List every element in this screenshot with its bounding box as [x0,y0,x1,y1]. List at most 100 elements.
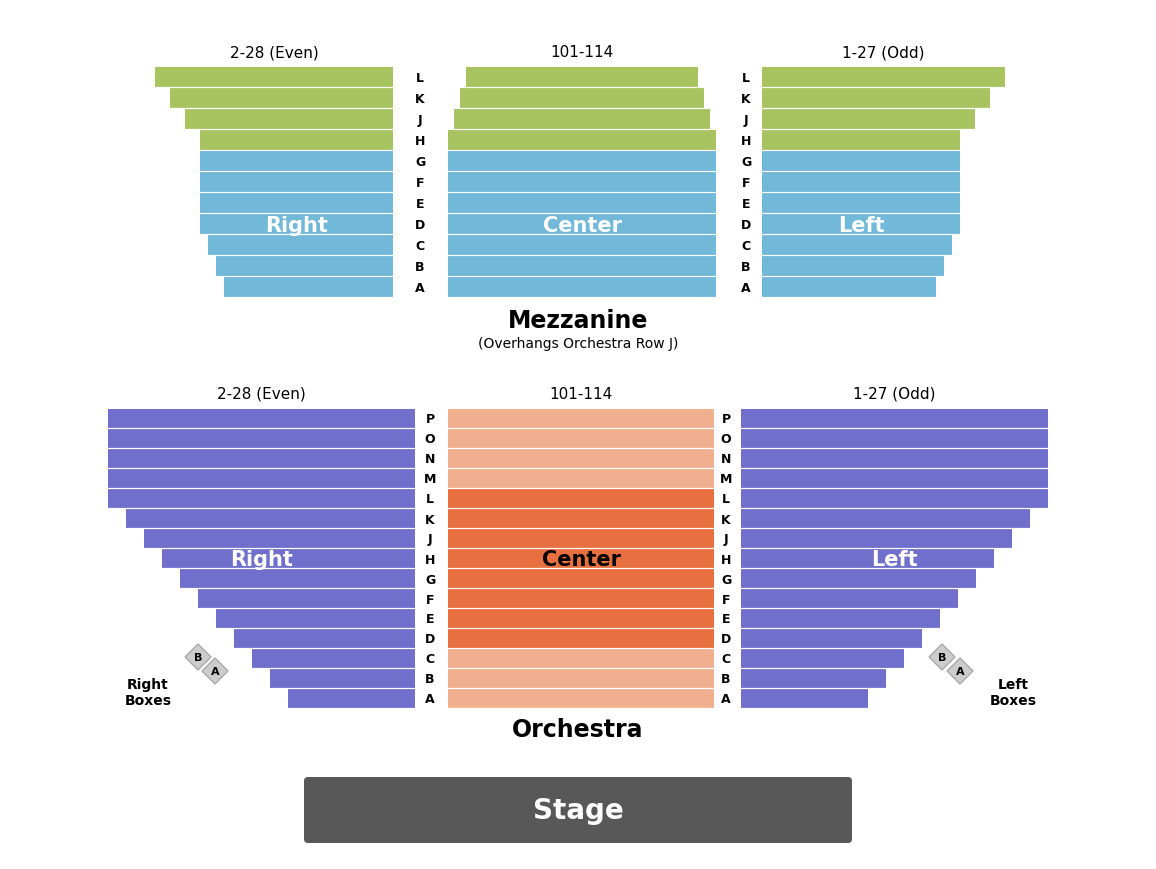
Bar [762,173,959,193]
Bar [449,469,714,488]
Text: E: E [742,198,750,211]
Bar [449,409,714,428]
Text: (Overhangs Orchestra Row J): (Overhangs Orchestra Row J) [477,336,679,350]
Bar [108,429,415,448]
Bar [741,469,1048,488]
Bar [454,109,710,129]
Bar [449,131,716,151]
Bar [108,469,415,488]
Bar [449,173,716,193]
Text: Mezzanine: Mezzanine [507,308,649,333]
Bar [449,689,714,708]
Bar [449,235,716,255]
Text: L: L [742,72,750,85]
Text: A: A [210,667,220,676]
Text: B: B [425,673,435,686]
Text: 1-27 (Odd): 1-27 (Odd) [843,45,925,60]
Bar [741,549,994,568]
Text: B: B [194,653,202,662]
Text: J: J [743,114,748,127]
Text: 101-114: 101-114 [549,387,613,401]
Bar [741,529,1012,548]
Bar [208,235,393,255]
Text: Right: Right [265,216,328,235]
Text: C: C [425,653,435,666]
Text: P: P [721,413,731,426]
Text: C: C [721,653,731,666]
Bar [200,173,393,193]
Bar [449,529,714,548]
Bar [180,569,415,588]
Bar [741,689,868,708]
Bar [762,278,936,298]
Text: Left: Left [838,216,884,235]
Text: Center: Center [541,549,621,569]
Bar [234,629,415,648]
Text: N: N [424,453,435,466]
Bar [741,649,904,668]
Text: E: E [425,613,435,626]
Bar [741,569,976,588]
Text: D: D [741,219,751,232]
Bar [200,194,393,214]
Bar [466,68,698,88]
Text: B: B [721,673,731,686]
Text: P: P [425,413,435,426]
Bar [449,194,716,214]
Text: Right: Right [230,549,292,569]
Bar [216,609,415,628]
Bar [252,649,415,668]
Bar [449,256,716,276]
Text: A: A [741,282,750,295]
Bar [449,629,714,648]
Text: H: H [741,135,751,148]
Text: D: D [415,219,425,232]
Text: M: M [720,473,732,486]
Text: F: F [416,176,424,189]
Bar [741,609,940,628]
Bar [200,215,393,235]
Bar [216,256,393,276]
Text: 1-27 (Odd): 1-27 (Odd) [853,387,935,401]
Text: F: F [425,593,435,606]
Bar [741,589,958,608]
Bar [449,589,714,608]
Bar [762,194,959,214]
Bar [162,549,415,568]
Text: K: K [741,93,750,106]
Text: Right
Boxes: Right Boxes [125,677,171,707]
Bar [741,449,1048,468]
Text: G: G [721,573,731,586]
Bar [449,152,716,172]
Polygon shape [929,644,955,670]
Polygon shape [202,658,228,684]
Text: A: A [956,667,964,676]
Text: K: K [415,93,424,106]
Text: L: L [427,493,434,506]
Bar [762,68,1005,88]
Bar [170,89,393,109]
Text: D: D [425,633,435,646]
Bar [449,669,714,688]
Bar [762,109,975,129]
Text: 101-114: 101-114 [550,45,614,60]
Bar [762,89,990,109]
Bar [449,278,716,298]
Text: B: B [938,653,947,662]
Bar [108,409,415,428]
Text: G: G [415,156,425,169]
Bar [762,152,959,172]
Bar [449,569,714,588]
Text: Left
Boxes: Left Boxes [990,677,1037,707]
Bar [741,409,1048,428]
Text: J: J [428,533,432,546]
Text: L: L [416,72,424,85]
Bar [449,609,714,628]
Bar [762,215,959,235]
Text: A: A [415,282,424,295]
Bar [198,589,415,608]
Text: B: B [415,261,424,274]
Bar [200,131,393,151]
Bar [762,235,953,255]
Text: Orchestra: Orchestra [512,717,644,741]
